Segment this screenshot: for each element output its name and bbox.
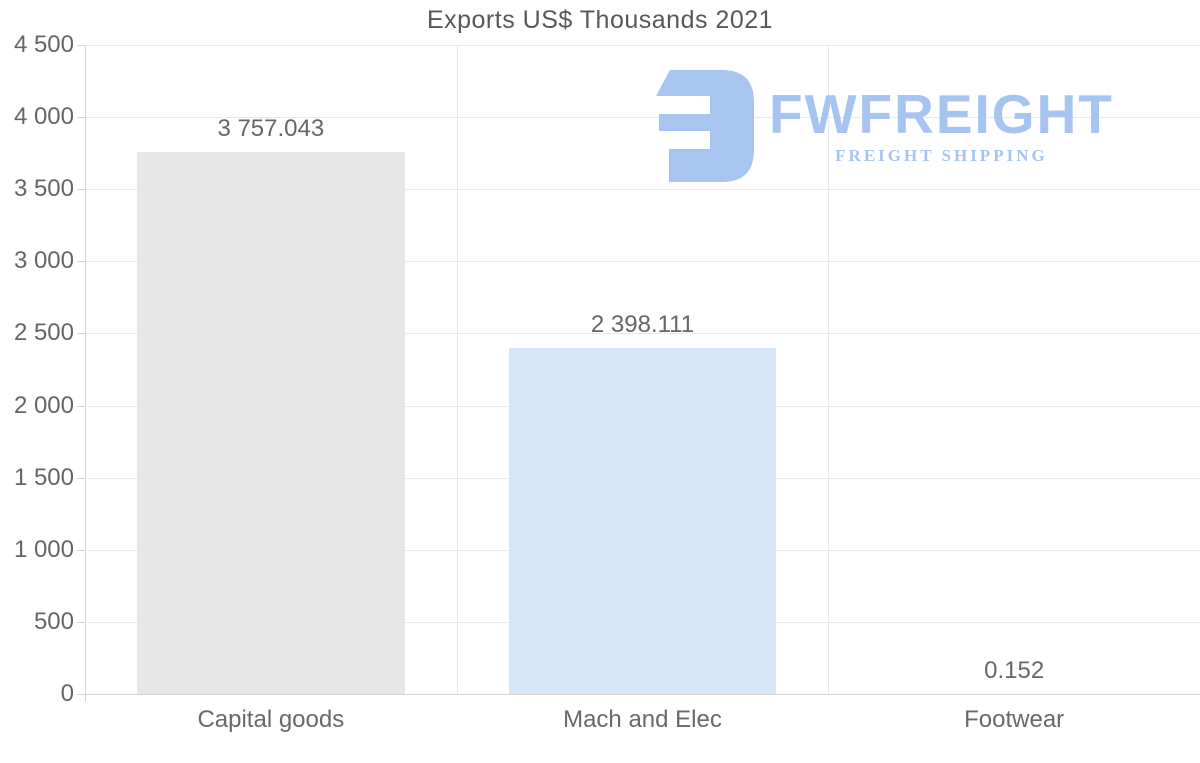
category-label: Footwear [964,706,1065,733]
category-label: Capital goods [197,706,345,733]
bar-mach-and-elec [508,348,777,694]
x-axis-line [85,694,1200,695]
gridline [85,189,1200,191]
y-tick-label: 500 [33,607,74,635]
y-tick-mark [77,477,85,479]
y-tick-label: 3 500 [13,175,74,203]
y-tick-mark [77,333,85,335]
y-tick-label: 4 000 [13,103,74,131]
y-tick-label: 4 500 [13,31,74,58]
y-tick-mark [77,117,85,119]
y-tick-mark [77,621,85,623]
category-label: Mach and Elec [563,706,722,733]
gridline [85,333,1200,335]
y-tick-mark [77,405,85,407]
y-tick-mark [77,45,85,46]
vertical-gridline [828,45,830,694]
y-axis-line [85,45,86,694]
y-tick-label: 1 500 [13,463,74,491]
plot-area: 0 500 1 000 1 500 2 000 2 500 3 000 3 500 4 000 4… [14,31,1200,733]
chart-title: Exports US$ Thousands 2021 [426,6,774,34]
y-tick-mark [77,261,85,263]
logo: FWFREIGHT FREIGHT SHIPPING [648,70,1114,182]
x-tick-mark [85,694,86,702]
y-tick-label: 0 [60,680,74,707]
y-tick-label: 3 000 [13,247,74,275]
y-tick-mark [77,189,85,191]
bar-capital-goods [137,152,405,694]
y-tick-mark [77,694,85,695]
y-tick-label: 2 500 [13,319,74,347]
logo-wordmark: FWFREIGHT [769,83,1114,145]
freight-logo-icon [656,70,754,182]
y-tick-mark [77,549,85,551]
bar-value-label: 0.152 [984,656,1045,684]
logo-tagline: FREIGHT SHIPPING [835,146,1048,165]
vertical-gridline [456,45,458,694]
logo-text: FWFREIGHT FREIGHT SHIPPING [769,86,1114,166]
y-tick-label: 1 000 [13,535,74,563]
gridline [85,117,1200,119]
bar-value-label: 2 398.111 [590,311,695,339]
gridline [85,261,1200,263]
bar-value-label: 3 757.043 [217,115,325,143]
gridline [85,45,1200,46]
y-tick-label: 2 000 [13,391,74,419]
